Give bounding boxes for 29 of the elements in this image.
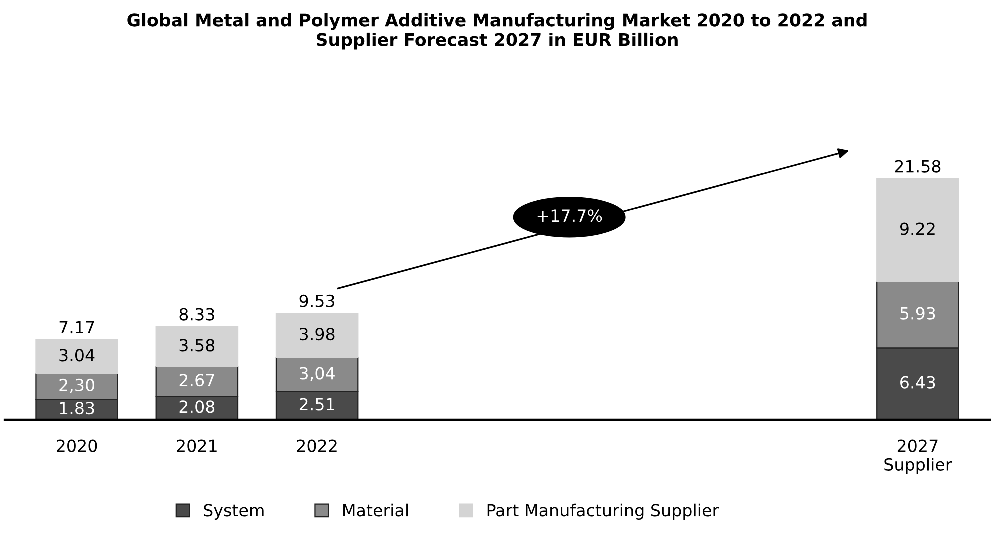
data-label: 2.67 <box>180 374 214 387</box>
x-tick-label: 2022 <box>297 440 337 452</box>
data-label: 6.43 <box>900 376 936 389</box>
bar <box>36 339 118 374</box>
data-label: 2.51 <box>300 398 334 411</box>
data-label: 3.98 <box>300 328 335 341</box>
chart-title: Global Metal and Polymer Additive Manufacturing Market 2020 to 2022 and Supplier Forecast 2027 in EUR Billion <box>128 13 867 50</box>
total-label: 8.33 <box>180 308 214 321</box>
data-label: 3.58 <box>180 339 215 352</box>
legend-label: System <box>204 504 264 520</box>
data-label: 1.83 <box>60 402 94 415</box>
total-label: 7.17 <box>60 321 94 334</box>
data-label: 9.22 <box>900 222 935 236</box>
data-label: 5.93 <box>900 307 936 320</box>
data-label: 2.08 <box>180 400 215 414</box>
data-label: 2,30 <box>60 378 94 394</box>
legend-label: Part Manufacturing Supplier <box>488 504 720 520</box>
annotation: +17.7% <box>538 210 602 222</box>
data-label: 3.04 <box>60 349 95 362</box>
x-tick-label: 2020 <box>57 440 98 452</box>
x-tick-label: 2027 Supplier <box>884 440 952 474</box>
total-label: 21.58 <box>895 160 941 173</box>
bar <box>276 312 359 359</box>
legend-label: Material <box>344 504 408 517</box>
x-tick-label: 2021 <box>177 440 217 452</box>
data-label: 3,04 <box>300 367 335 382</box>
total-label: 9.53 <box>300 294 335 308</box>
bar <box>876 178 960 282</box>
bar <box>156 326 239 368</box>
